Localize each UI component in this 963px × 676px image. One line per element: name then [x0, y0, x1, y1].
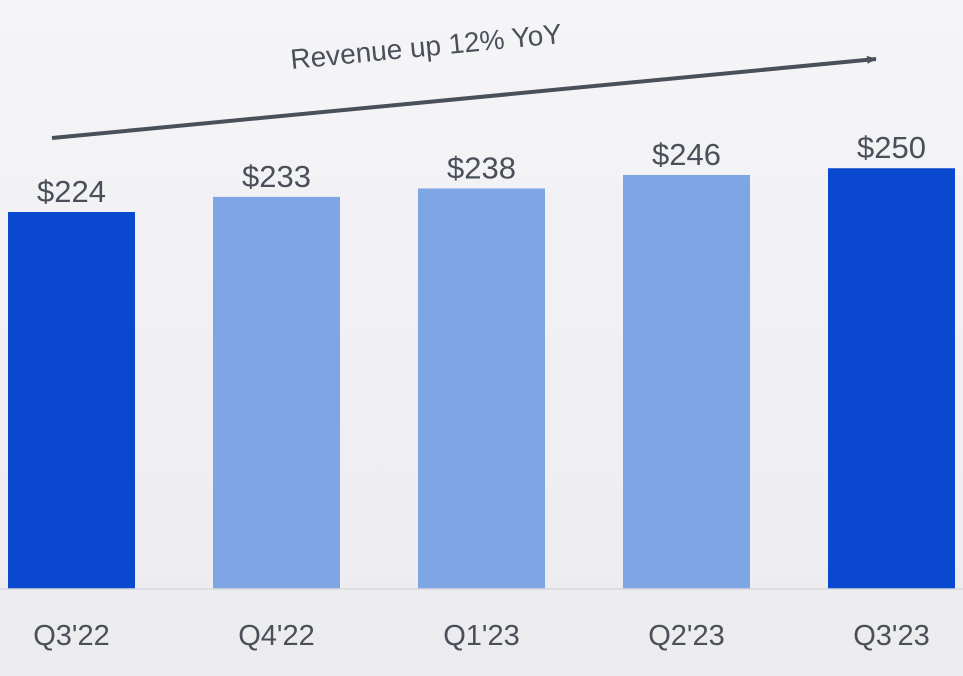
trend-annotation: Revenue up 12% YoY	[289, 18, 563, 75]
bar-2	[418, 188, 545, 589]
bar-1	[213, 196, 340, 590]
x-tick-label-4: Q3'23	[853, 620, 929, 652]
value-label-2: $238	[447, 150, 516, 185]
bars-group	[8, 168, 955, 590]
value-labels-group: $224 $233 $238 $246 $250	[37, 130, 926, 209]
x-tick-label-0: Q3'22	[33, 620, 109, 652]
bar-0	[8, 212, 135, 589]
value-label-1: $233	[242, 159, 311, 194]
trend-arrow	[51, 55, 877, 140]
x-tick-labels-group: Q3'22 Q4'22 Q1'23 Q2'23 Q3'23	[33, 620, 929, 652]
value-label-0: $224	[37, 174, 106, 209]
x-tick-label-2: Q1'23	[443, 620, 519, 652]
x-tick-label-3: Q2'23	[648, 620, 724, 652]
x-tick-label-1: Q4'22	[238, 620, 314, 652]
value-label-3: $246	[652, 137, 721, 172]
bar-3	[623, 174, 750, 590]
bar-4	[828, 168, 955, 589]
value-label-4: $250	[857, 130, 926, 165]
